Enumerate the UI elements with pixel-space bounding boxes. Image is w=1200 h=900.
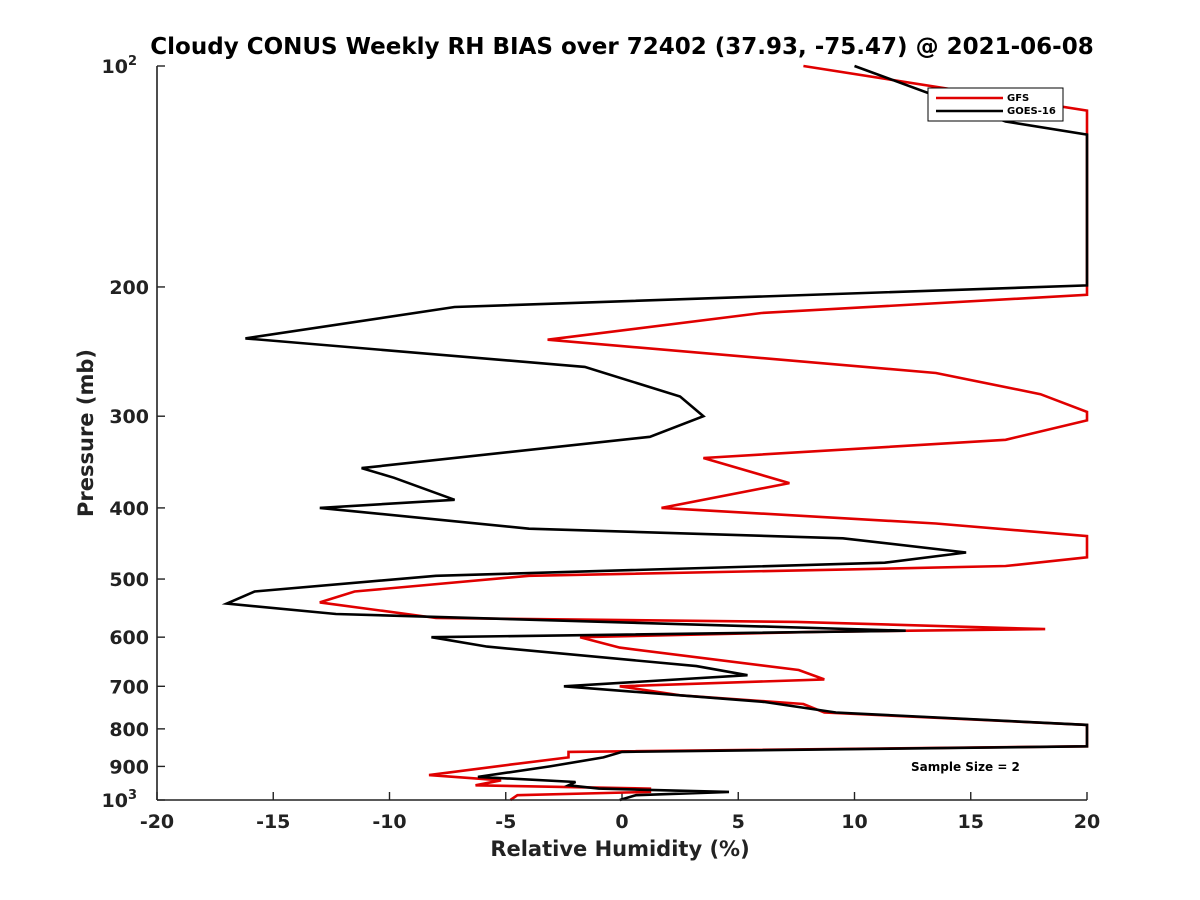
- series-line-gfs: [319, 64, 1089, 802]
- plot-area: [157, 66, 1087, 800]
- y-tick-label: 900: [109, 756, 149, 778]
- x-tick-label: -10: [372, 811, 406, 833]
- y-tick-label: 700: [109, 676, 149, 698]
- legend-box: [927, 87, 1064, 122]
- x-tick-label: -15: [256, 811, 290, 833]
- y-tick-label: 600: [109, 627, 149, 649]
- chart-title: Cloudy CONUS Weekly RH BIAS over 72402 (…: [150, 34, 1093, 60]
- legend-label-goes16: GOES-16: [1007, 106, 1056, 117]
- x-tick-label: 15: [958, 811, 984, 833]
- series-layer: [221, 64, 1089, 802]
- y-tick-label: 102: [102, 54, 138, 78]
- y-tick-label: 500: [109, 569, 149, 591]
- x-tick-label: 5: [732, 811, 745, 833]
- legend-label-gfs: GFS: [1007, 93, 1029, 104]
- x-tick-label: -20: [140, 811, 174, 833]
- y-tick-label: 300: [109, 406, 149, 428]
- y-tick-label: 103: [102, 788, 138, 812]
- y-tick-label: 400: [109, 498, 149, 520]
- x-axis-ticks: -20 -15 -10 -5 0 5 10 15 20: [140, 792, 1100, 833]
- y-tick-label: 800: [109, 719, 149, 741]
- x-tick-label: 20: [1074, 811, 1100, 833]
- y-tick-label: 200: [109, 277, 149, 299]
- x-tick-label: 0: [615, 811, 628, 833]
- x-tick-label: -5: [495, 811, 516, 833]
- x-axis-label: Relative Humidity (%): [490, 837, 749, 861]
- legend: GFS GOES-16: [927, 87, 1064, 122]
- y-axis-ticks: 102 200 300 400 500 600 700 800 900 103: [102, 54, 165, 812]
- series-line-goes-16: [221, 64, 1089, 802]
- sample-size-annotation: Sample Size = 2: [911, 760, 1020, 774]
- y-axis-label: Pressure (mb): [74, 349, 98, 517]
- x-tick-label: 10: [841, 811, 867, 833]
